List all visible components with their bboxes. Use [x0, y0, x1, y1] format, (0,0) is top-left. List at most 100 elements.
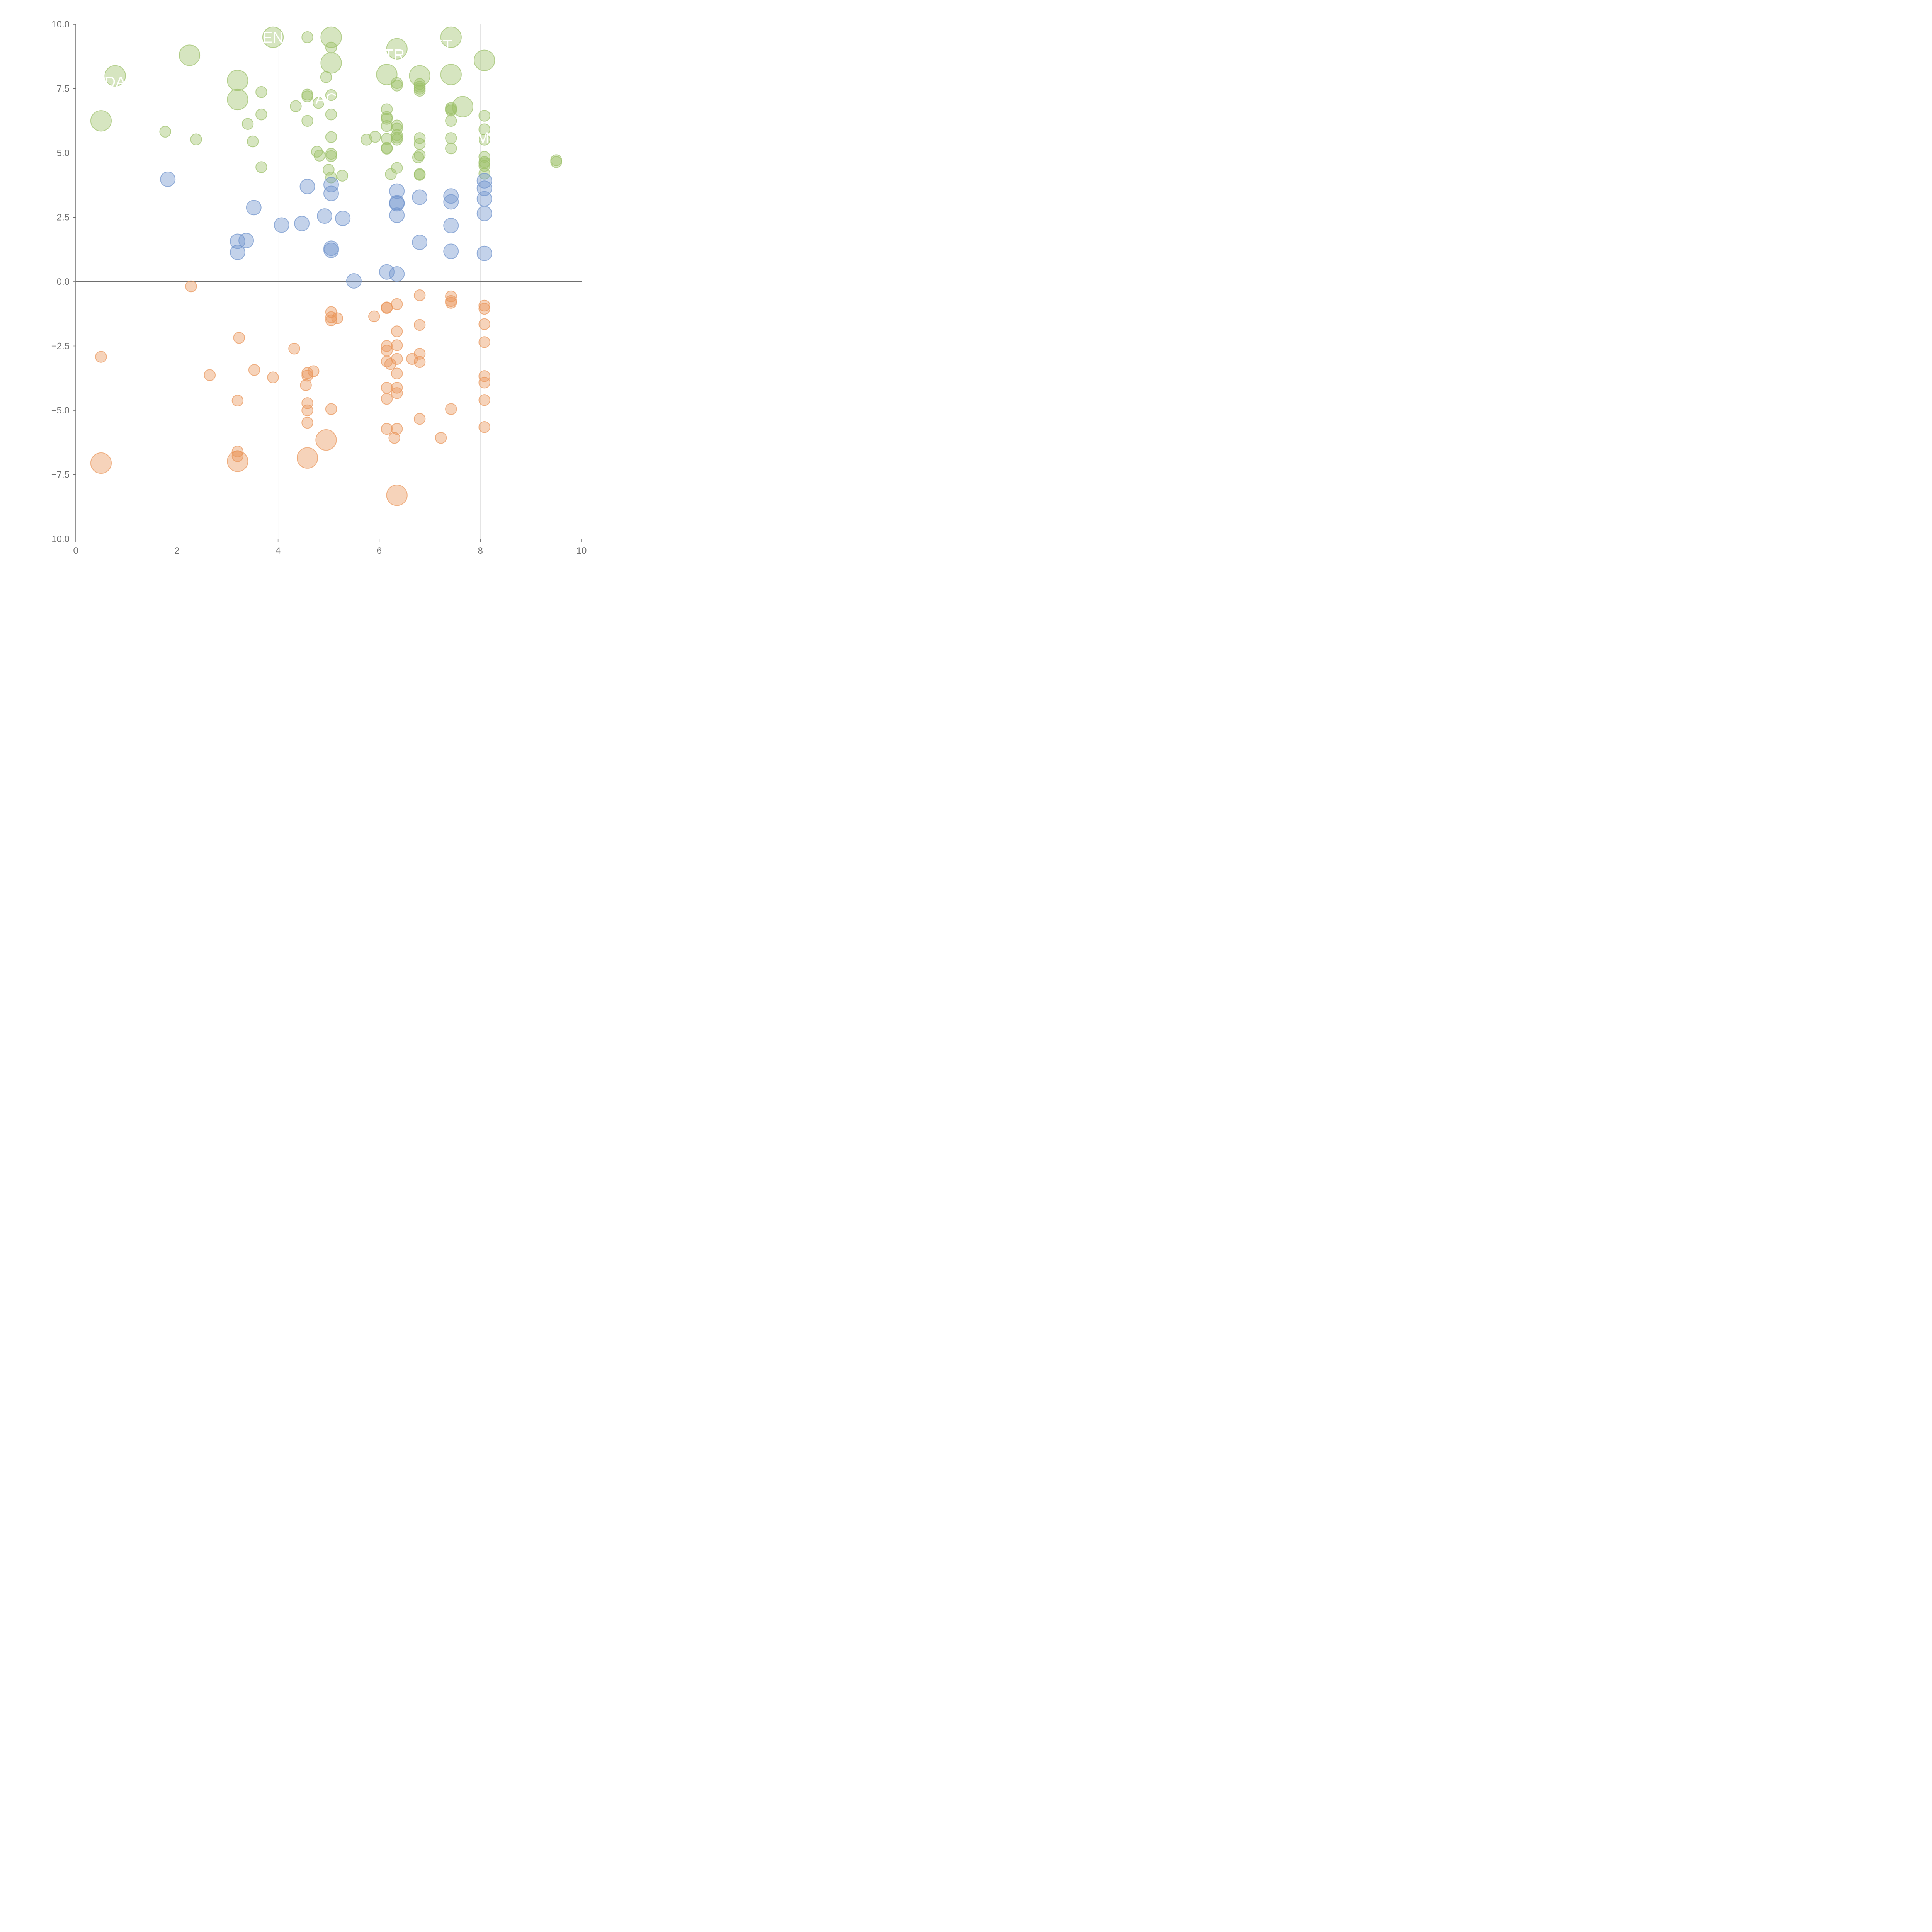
- green-point: [413, 85, 426, 97]
- annotation-label: DA: [104, 74, 126, 91]
- orange-point: [301, 369, 313, 382]
- green-point: [325, 108, 337, 121]
- green-point: [391, 77, 403, 89]
- blue-point: [335, 211, 351, 226]
- green-point: [313, 150, 326, 162]
- orange-point: [288, 342, 300, 355]
- orange-point: [300, 379, 312, 391]
- orange-point: [386, 485, 408, 506]
- orange-point: [307, 365, 320, 378]
- y-tick-label: −5.0: [51, 405, 70, 416]
- orange-point: [381, 340, 393, 352]
- orange-point: [413, 319, 426, 331]
- green-point: [386, 38, 408, 60]
- orange-point: [435, 432, 447, 444]
- orange-point: [204, 369, 216, 381]
- green-point: [190, 133, 202, 145]
- orange-point: [391, 325, 403, 337]
- green-point: [320, 26, 342, 48]
- orange-point: [478, 303, 490, 315]
- blue-point: [389, 266, 405, 282]
- green-point: [227, 70, 248, 91]
- annotation-label: AC: [315, 90, 337, 107]
- green-point: [478, 134, 490, 146]
- blue-point: [323, 242, 339, 258]
- green-point: [320, 71, 332, 83]
- annotation-label: TR: [384, 47, 405, 64]
- y-tick-label: 7.5: [57, 84, 70, 94]
- annotations: DA EN AC TR ET M: [104, 29, 489, 146]
- green-point: [325, 41, 337, 54]
- orange-point: [231, 395, 244, 406]
- orange-point: [478, 370, 490, 382]
- orange-point: [391, 339, 403, 351]
- blue-point: [389, 196, 405, 212]
- orange-point: [478, 376, 490, 389]
- green-point: [301, 115, 313, 127]
- green-point: [323, 164, 335, 176]
- blue-point: [238, 233, 254, 248]
- green-point: [262, 26, 284, 48]
- orange-point: [233, 332, 245, 344]
- green-point: [413, 138, 426, 150]
- orange-point: [301, 404, 313, 417]
- green-point: [413, 132, 426, 144]
- blue-point: [317, 208, 333, 224]
- orange-point: [478, 421, 490, 433]
- orange-point: [325, 311, 337, 323]
- blue-point: [299, 179, 315, 194]
- green-point: [413, 169, 426, 181]
- green-point: [104, 65, 126, 87]
- blue-point: [323, 185, 339, 201]
- orange-point: [391, 353, 403, 365]
- green-point: [381, 120, 393, 132]
- y-tick-label: 0.0: [57, 277, 70, 287]
- blue-point: [476, 206, 492, 221]
- orange-point: [296, 447, 318, 469]
- orange-point: [445, 297, 457, 309]
- green-point: [320, 52, 342, 74]
- y-tick-label: 2.5: [57, 213, 70, 223]
- orange-point: [325, 403, 337, 415]
- orange-point: [267, 371, 279, 384]
- green-point: [391, 80, 403, 92]
- x-tick-label: 2: [174, 546, 179, 556]
- green-point: [391, 119, 403, 131]
- blue-point: [443, 243, 459, 259]
- blue-point: [230, 233, 245, 249]
- green-point: [445, 142, 457, 155]
- blue-point: [379, 264, 395, 280]
- orange-point: [445, 290, 457, 303]
- blue-point: [274, 217, 289, 233]
- y-tick-label: −10.0: [46, 534, 70, 544]
- x-tick-label: 0: [73, 546, 78, 556]
- x-tick-label: 4: [276, 546, 281, 556]
- green-point: [550, 156, 562, 168]
- green-point: [445, 132, 457, 144]
- green-point: [440, 26, 462, 48]
- green-point: [247, 135, 259, 148]
- green-point: [445, 115, 457, 127]
- green-point: [440, 64, 462, 85]
- x-tick-label: 6: [377, 546, 382, 556]
- green-point: [391, 134, 403, 146]
- blue-point: [230, 245, 245, 260]
- y-tick-label: −2.5: [51, 341, 70, 352]
- orange-point: [315, 429, 337, 451]
- x-tick-label: 10: [577, 546, 587, 556]
- green-point: [227, 88, 248, 111]
- green-point: [336, 170, 349, 182]
- orange-point: [381, 382, 393, 394]
- data-points: [90, 26, 562, 506]
- green-point: [478, 110, 490, 122]
- orange-point: [391, 423, 403, 435]
- green-point: [255, 86, 267, 98]
- green-point: [409, 65, 430, 87]
- blue-point: [389, 183, 405, 199]
- green-point: [445, 104, 457, 117]
- axes: −10.0 −7.5 −5.0 −2.5 0.0 2.5 5.0 7.5 10.0 0 2 4 6 8 10: [46, 19, 587, 556]
- orange-point: [413, 348, 426, 360]
- green-point: [313, 97, 325, 109]
- blue-point: [476, 180, 492, 196]
- blue-point: [412, 235, 428, 250]
